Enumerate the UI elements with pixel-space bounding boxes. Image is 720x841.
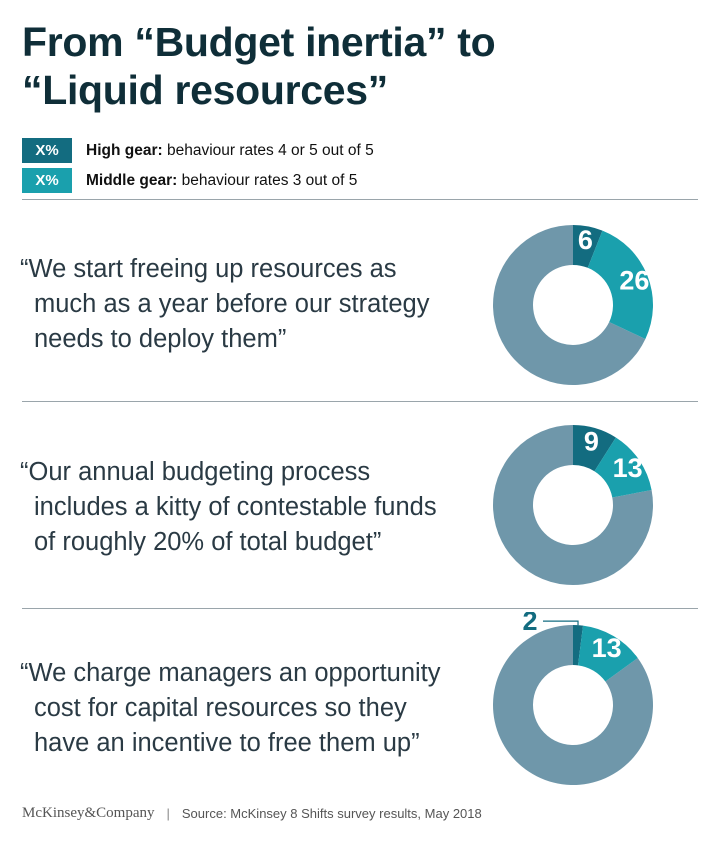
quote-2-line-3: of roughly 20% of total budget” — [34, 528, 382, 556]
quote-3-line-3: have an incentive to free them up” — [34, 729, 420, 757]
donut-3-high-gear-slice — [573, 625, 584, 666]
source-note: Source: McKinsey 8 Shifts survey results… — [181, 806, 482, 821]
brand-logo: McKinsey&Company — [22, 805, 155, 821]
quote-2-line-1: “Our annual budgeting process — [20, 458, 371, 486]
donut-2-rest-slice — [493, 425, 653, 585]
page-title: From “Budget inertia” to “Liquid resourc… — [22, 18, 702, 114]
donut-chart-3: 2 13 — [493, 612, 653, 785]
title-line-2: “Liquid resources” — [22, 67, 388, 113]
legend-high-gear: X% High gear: behaviour rates 4 or 5 out… — [22, 137, 374, 164]
divider-1 — [22, 199, 698, 200]
donut-2-middle-gear-slice — [594, 437, 652, 498]
donut-3-middle-gear-slice — [578, 625, 638, 682]
donut-1-middle-gear-label: 26 — [619, 266, 649, 296]
quote-3: “We charge managers an opportunity cost … — [20, 656, 470, 761]
footer-separator: | — [166, 806, 170, 821]
legend-desc-middle: behaviour rates 3 out of 5 — [177, 171, 358, 189]
quote-3-line-2: cost for capital resources so they — [34, 694, 407, 722]
legend-middle-gear: X% Middle gear: behaviour rates 3 out of… — [22, 167, 374, 194]
quote-3-line-1: “We charge managers an opportunity — [20, 659, 441, 687]
divider-2 — [22, 401, 698, 402]
donut-1-high-gear-slice — [573, 225, 603, 268]
legend-label-high: High gear: — [86, 141, 163, 159]
quote-1-line-1: “We start freeing up resources as — [20, 255, 397, 283]
donut-3-leader-line — [543, 620, 579, 626]
quote-2: “Our annual budgeting process includes a… — [20, 455, 470, 560]
divider-3 — [22, 608, 698, 609]
quote-1-line-3: needs to deploy them” — [34, 325, 287, 353]
donut-chart-1: 6 26 — [493, 225, 653, 385]
quote-1: “We start freeing up resources as much a… — [20, 252, 470, 357]
donut-1-high-gear-label: 6 — [578, 225, 593, 255]
legend-label-middle: Middle gear: — [86, 171, 178, 189]
footer: McKinsey&Company | Source: McKinsey 8 Sh… — [22, 805, 482, 822]
title-line-1: From “Budget inertia” to — [22, 19, 496, 65]
donut-3-high-gear-label: 2 — [522, 612, 537, 636]
legend-desc-high: behaviour rates 4 or 5 out of 5 — [162, 141, 374, 159]
quote-1-line-2: much as a year before our strategy — [34, 290, 430, 318]
legend: X% High gear: behaviour rates 4 or 5 out… — [22, 137, 374, 194]
donut-chart-2: 9 13 — [493, 425, 653, 585]
quote-2-line-2: includes a kitty of contestable funds — [34, 493, 437, 521]
donut-2-middle-gear-label: 13 — [613, 453, 643, 483]
legend-swatch-high: X% — [22, 138, 72, 163]
donut-1-middle-gear-slice — [587, 230, 653, 340]
donut-2-high-gear-slice — [573, 425, 616, 472]
donut-3-rest-slice — [493, 625, 653, 785]
donut-1-rest-slice — [493, 225, 646, 385]
donut-3-middle-gear-label: 13 — [592, 633, 622, 663]
donut-2-high-gear-label: 9 — [584, 427, 599, 457]
legend-swatch-middle: X% — [22, 168, 72, 193]
